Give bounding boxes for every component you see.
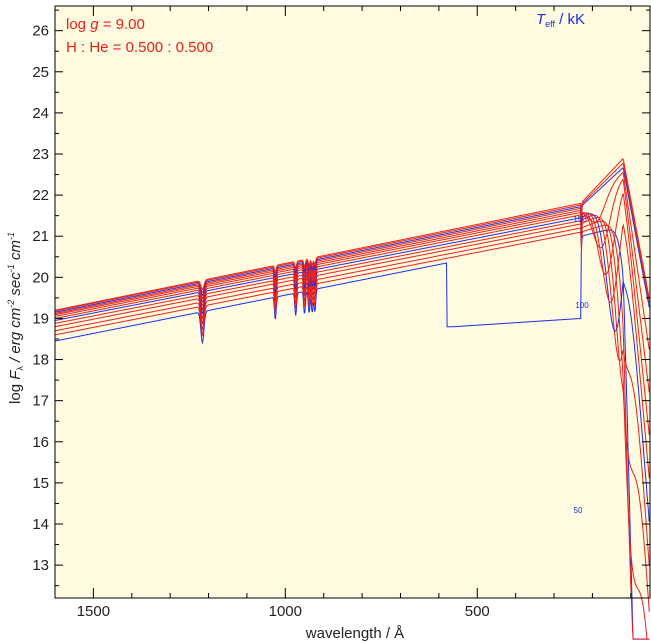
y-tick-label: 24	[32, 105, 49, 122]
y-tick-label: 15	[32, 475, 49, 492]
plot-area	[55, 6, 650, 598]
series-curves	[54, 158, 650, 640]
y-tick-label: 25	[32, 64, 49, 81]
logg-annotation: log g = 9.00	[66, 16, 145, 33]
y-tick-label: 17	[32, 393, 49, 410]
y-tick-label: 26	[32, 23, 49, 40]
y-tick-label: 14	[32, 516, 49, 533]
series-line-140	[54, 171, 650, 350]
series-line-80	[54, 217, 650, 612]
series-label-100: 100	[575, 301, 589, 310]
series-label-150: 150	[573, 215, 587, 224]
y-tick-label: 13	[32, 557, 49, 574]
series-line-100	[54, 213, 650, 522]
series-line-60	[54, 224, 650, 640]
series-labels: 50 100 150	[573, 215, 589, 515]
y-tick-label: 20	[32, 269, 49, 286]
y-tick-label: 19	[32, 310, 49, 327]
series-line-110	[54, 212, 650, 479]
axis-ticks: 13 14 15 16 17 18 19 20 21 22 23 24 25 26 1500 1000 500	[32, 6, 650, 620]
plot-frame	[54, 5, 651, 599]
x-tick-label: 500	[465, 603, 490, 620]
x-tick-label: 1500	[77, 603, 110, 620]
y-tick-label: 18	[32, 352, 49, 369]
series-line-130	[54, 178, 650, 393]
series-line-160	[54, 162, 650, 312]
y-tick-label: 23	[32, 146, 49, 163]
series-line-70	[54, 220, 650, 640]
y-tick-label: 22	[32, 187, 49, 204]
teff-annotation: Teff / kK	[536, 11, 585, 29]
x-axis-title: wavelength / Å	[305, 625, 404, 642]
series-line-120	[54, 193, 650, 436]
series-line-170	[54, 158, 650, 311]
y-tick-label: 21	[32, 228, 49, 245]
y-axis-title: log Fλ / erg cm-2 sec-1 cm-1	[6, 232, 25, 404]
series-line-50	[54, 229, 650, 640]
series-line-90	[54, 214, 650, 566]
series-label-50: 50	[574, 506, 583, 515]
series-line-150	[54, 167, 650, 313]
x-tick-label: 1000	[269, 603, 302, 620]
composition-annotation: H : He = 0.500 : 0.500	[66, 39, 213, 56]
y-tick-label: 16	[32, 434, 49, 451]
